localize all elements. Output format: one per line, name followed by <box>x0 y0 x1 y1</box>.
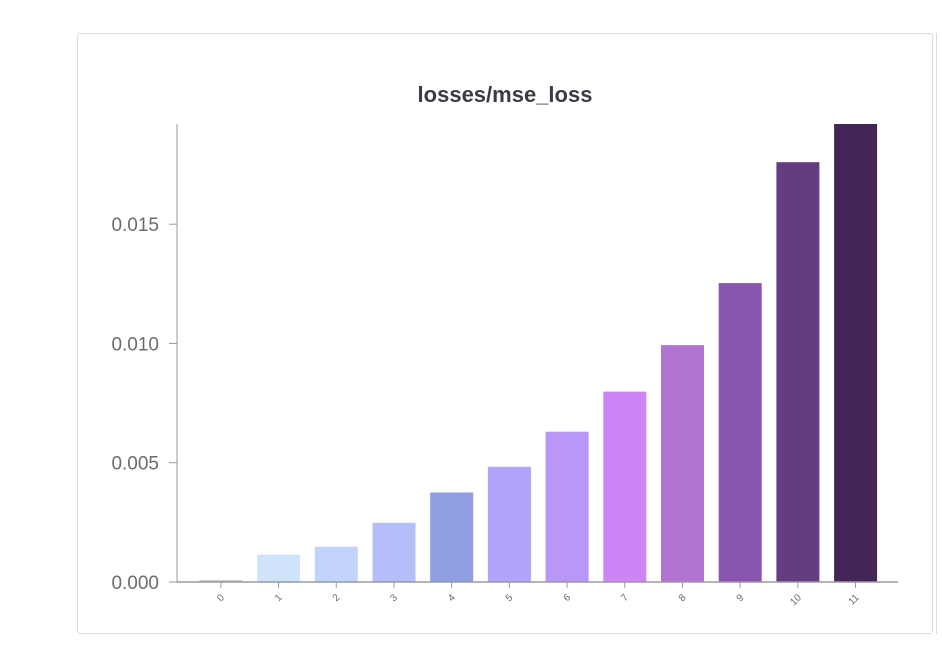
x-tick-label: 7 <box>619 592 631 604</box>
y-tick-label: 0.000 <box>111 573 159 594</box>
x-tick-label: 11 <box>847 592 862 607</box>
bar-2[interactable] <box>314 546 358 582</box>
bar-9[interactable] <box>718 283 762 582</box>
x-tick-label: 0 <box>215 592 227 604</box>
bar-0[interactable] <box>199 580 243 582</box>
x-tick-label: 2 <box>331 592 343 604</box>
x-tick-label: 8 <box>677 592 689 604</box>
bar-5[interactable] <box>487 466 531 582</box>
x-tick-label: 10 <box>788 592 804 608</box>
bar-8[interactable] <box>661 345 704 582</box>
x-tick-label: 3 <box>388 592 400 604</box>
bar-11[interactable] <box>834 124 878 582</box>
x-tick-label: 1 <box>273 592 285 604</box>
bar-7[interactable] <box>603 391 647 582</box>
bars <box>199 124 878 583</box>
bar-1[interactable] <box>257 554 301 582</box>
adjacent-panel-edge <box>936 33 942 634</box>
bar-3[interactable] <box>372 522 416 582</box>
y-tick-label: 0.005 <box>111 454 159 475</box>
x-axis: 0 1 2 3 4 5 6 7 8 9 10 11 <box>177 581 898 608</box>
y-axis: 0.000 0.005 0.010 0.015 <box>111 124 178 594</box>
x-tick-label: 6 <box>561 592 573 604</box>
x-tick-label: 5 <box>504 592 516 604</box>
bar-4[interactable] <box>430 492 474 583</box>
y-tick-label: 0.015 <box>111 215 159 236</box>
chart-title: losses/mse_loss <box>418 82 593 107</box>
x-tick-label: 9 <box>735 592 747 604</box>
x-tick-label: 4 <box>446 592 458 604</box>
bar-6[interactable] <box>545 431 589 582</box>
y-tick-label: 0.010 <box>111 334 159 355</box>
bar-10[interactable] <box>776 162 820 582</box>
